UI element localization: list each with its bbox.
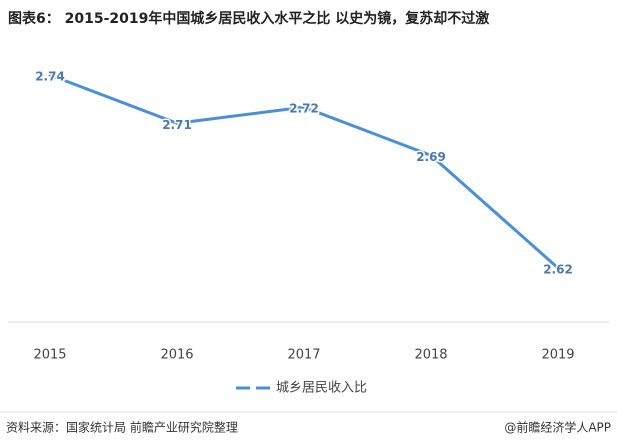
chart-title: 图表6： 2015-2019年中国城乡居民收入水平之比 以史为镜，复苏却不过激: [8, 10, 489, 27]
x-tick-label: 2017: [287, 348, 320, 363]
data-point: [302, 105, 306, 109]
value-label: 2.72: [289, 102, 319, 116]
brand: @前瞻经济学人APP: [504, 420, 611, 435]
value-label: 2.74: [35, 70, 65, 84]
data-point: [48, 73, 52, 77]
data-point: [556, 266, 560, 270]
value-label: 2.69: [416, 150, 446, 164]
value-label: 2.71: [162, 118, 192, 132]
legend-label: 城乡居民收入比: [276, 381, 367, 396]
source-note: 资料来源：国家统计局 前瞻产业研究院整理: [6, 420, 238, 435]
x-tick-label: 2019: [541, 348, 574, 363]
x-tick-label: 2016: [160, 348, 193, 363]
data-point: [429, 153, 433, 157]
data-point: [175, 121, 179, 125]
x-tick-label: 2018: [414, 348, 447, 363]
value-label: 2.62: [543, 263, 573, 277]
x-tick-label: 2015: [33, 348, 66, 363]
